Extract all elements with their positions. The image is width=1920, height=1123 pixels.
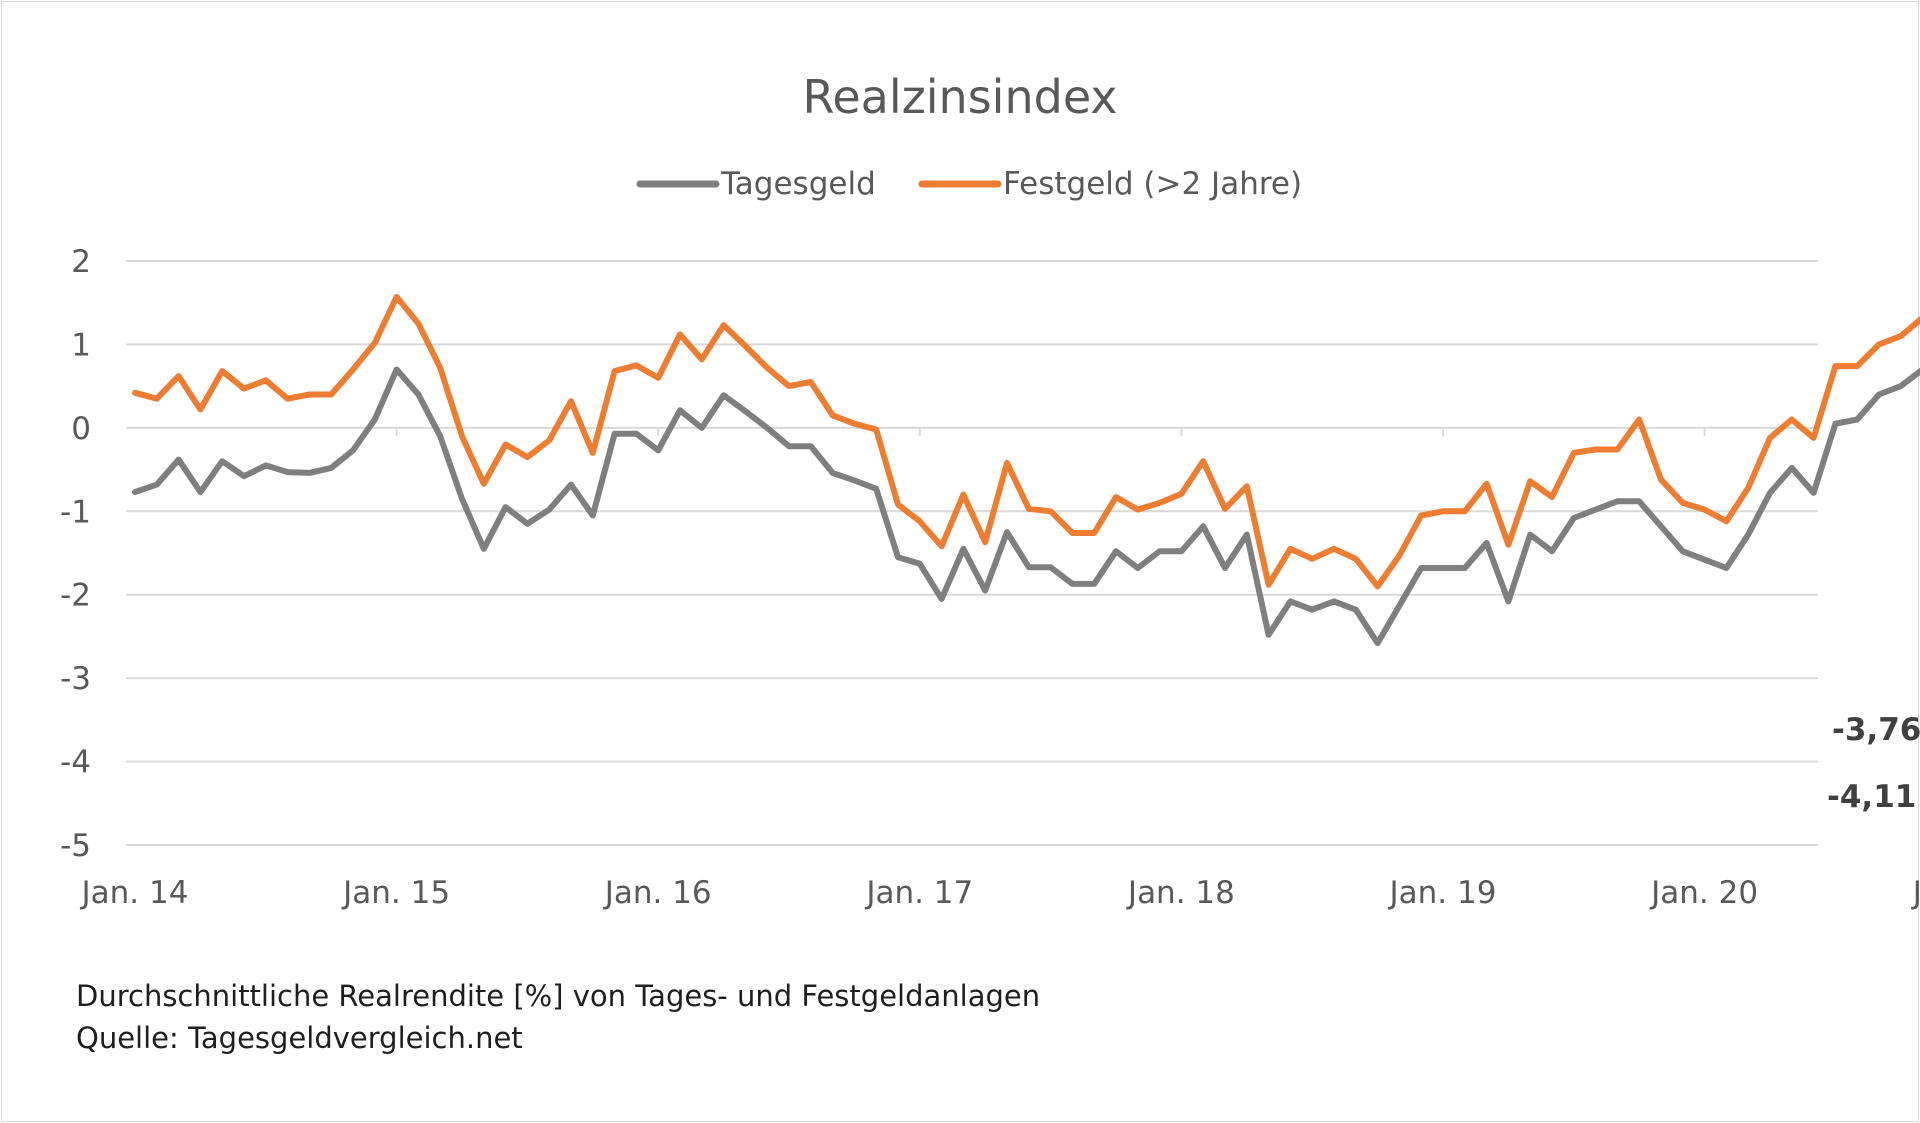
- y-tick-label: 2: [71, 244, 91, 280]
- series-line-0: [132, 366, 1920, 647]
- y-tick-label: -5: [60, 828, 91, 864]
- x-tick-label: Jan. 14: [80, 875, 189, 911]
- series-line-1: [132, 293, 1920, 590]
- y-tick-label: 0: [71, 411, 91, 447]
- x-tick-label: Jan. 17: [864, 875, 973, 911]
- y-tick-label: -3: [60, 661, 91, 697]
- y-tick-label: -4: [60, 745, 91, 781]
- end-value-label-1: -3,76: [1832, 712, 1920, 748]
- chart-source: Quelle: Tagesgeldvergleich.net: [76, 1021, 523, 1055]
- y-tick-label: -1: [60, 494, 91, 530]
- x-tick-label: Jan. 19: [1388, 875, 1497, 911]
- end-value-label-0: -4,11: [1827, 779, 1916, 815]
- x-tick-label: Jan. 15: [341, 875, 450, 911]
- x-tick-label: Jan. 21: [1911, 875, 1920, 911]
- y-tick-label: -2: [60, 578, 91, 614]
- legend-label-0: Tagesgeld: [720, 166, 876, 202]
- x-tick-label: Jan. 18: [1126, 875, 1235, 911]
- x-tick-label: Jan. 20: [1649, 875, 1758, 911]
- x-tick-label: Jan. 16: [603, 875, 712, 911]
- chart-description: Durchschnittliche Realrendite [%] von Ta…: [76, 979, 1041, 1013]
- legend-label-1: Festgeld (>2 Jahre): [1003, 166, 1302, 202]
- chart-title: Realzinsindex: [802, 70, 1117, 124]
- y-tick-label: 1: [71, 327, 91, 363]
